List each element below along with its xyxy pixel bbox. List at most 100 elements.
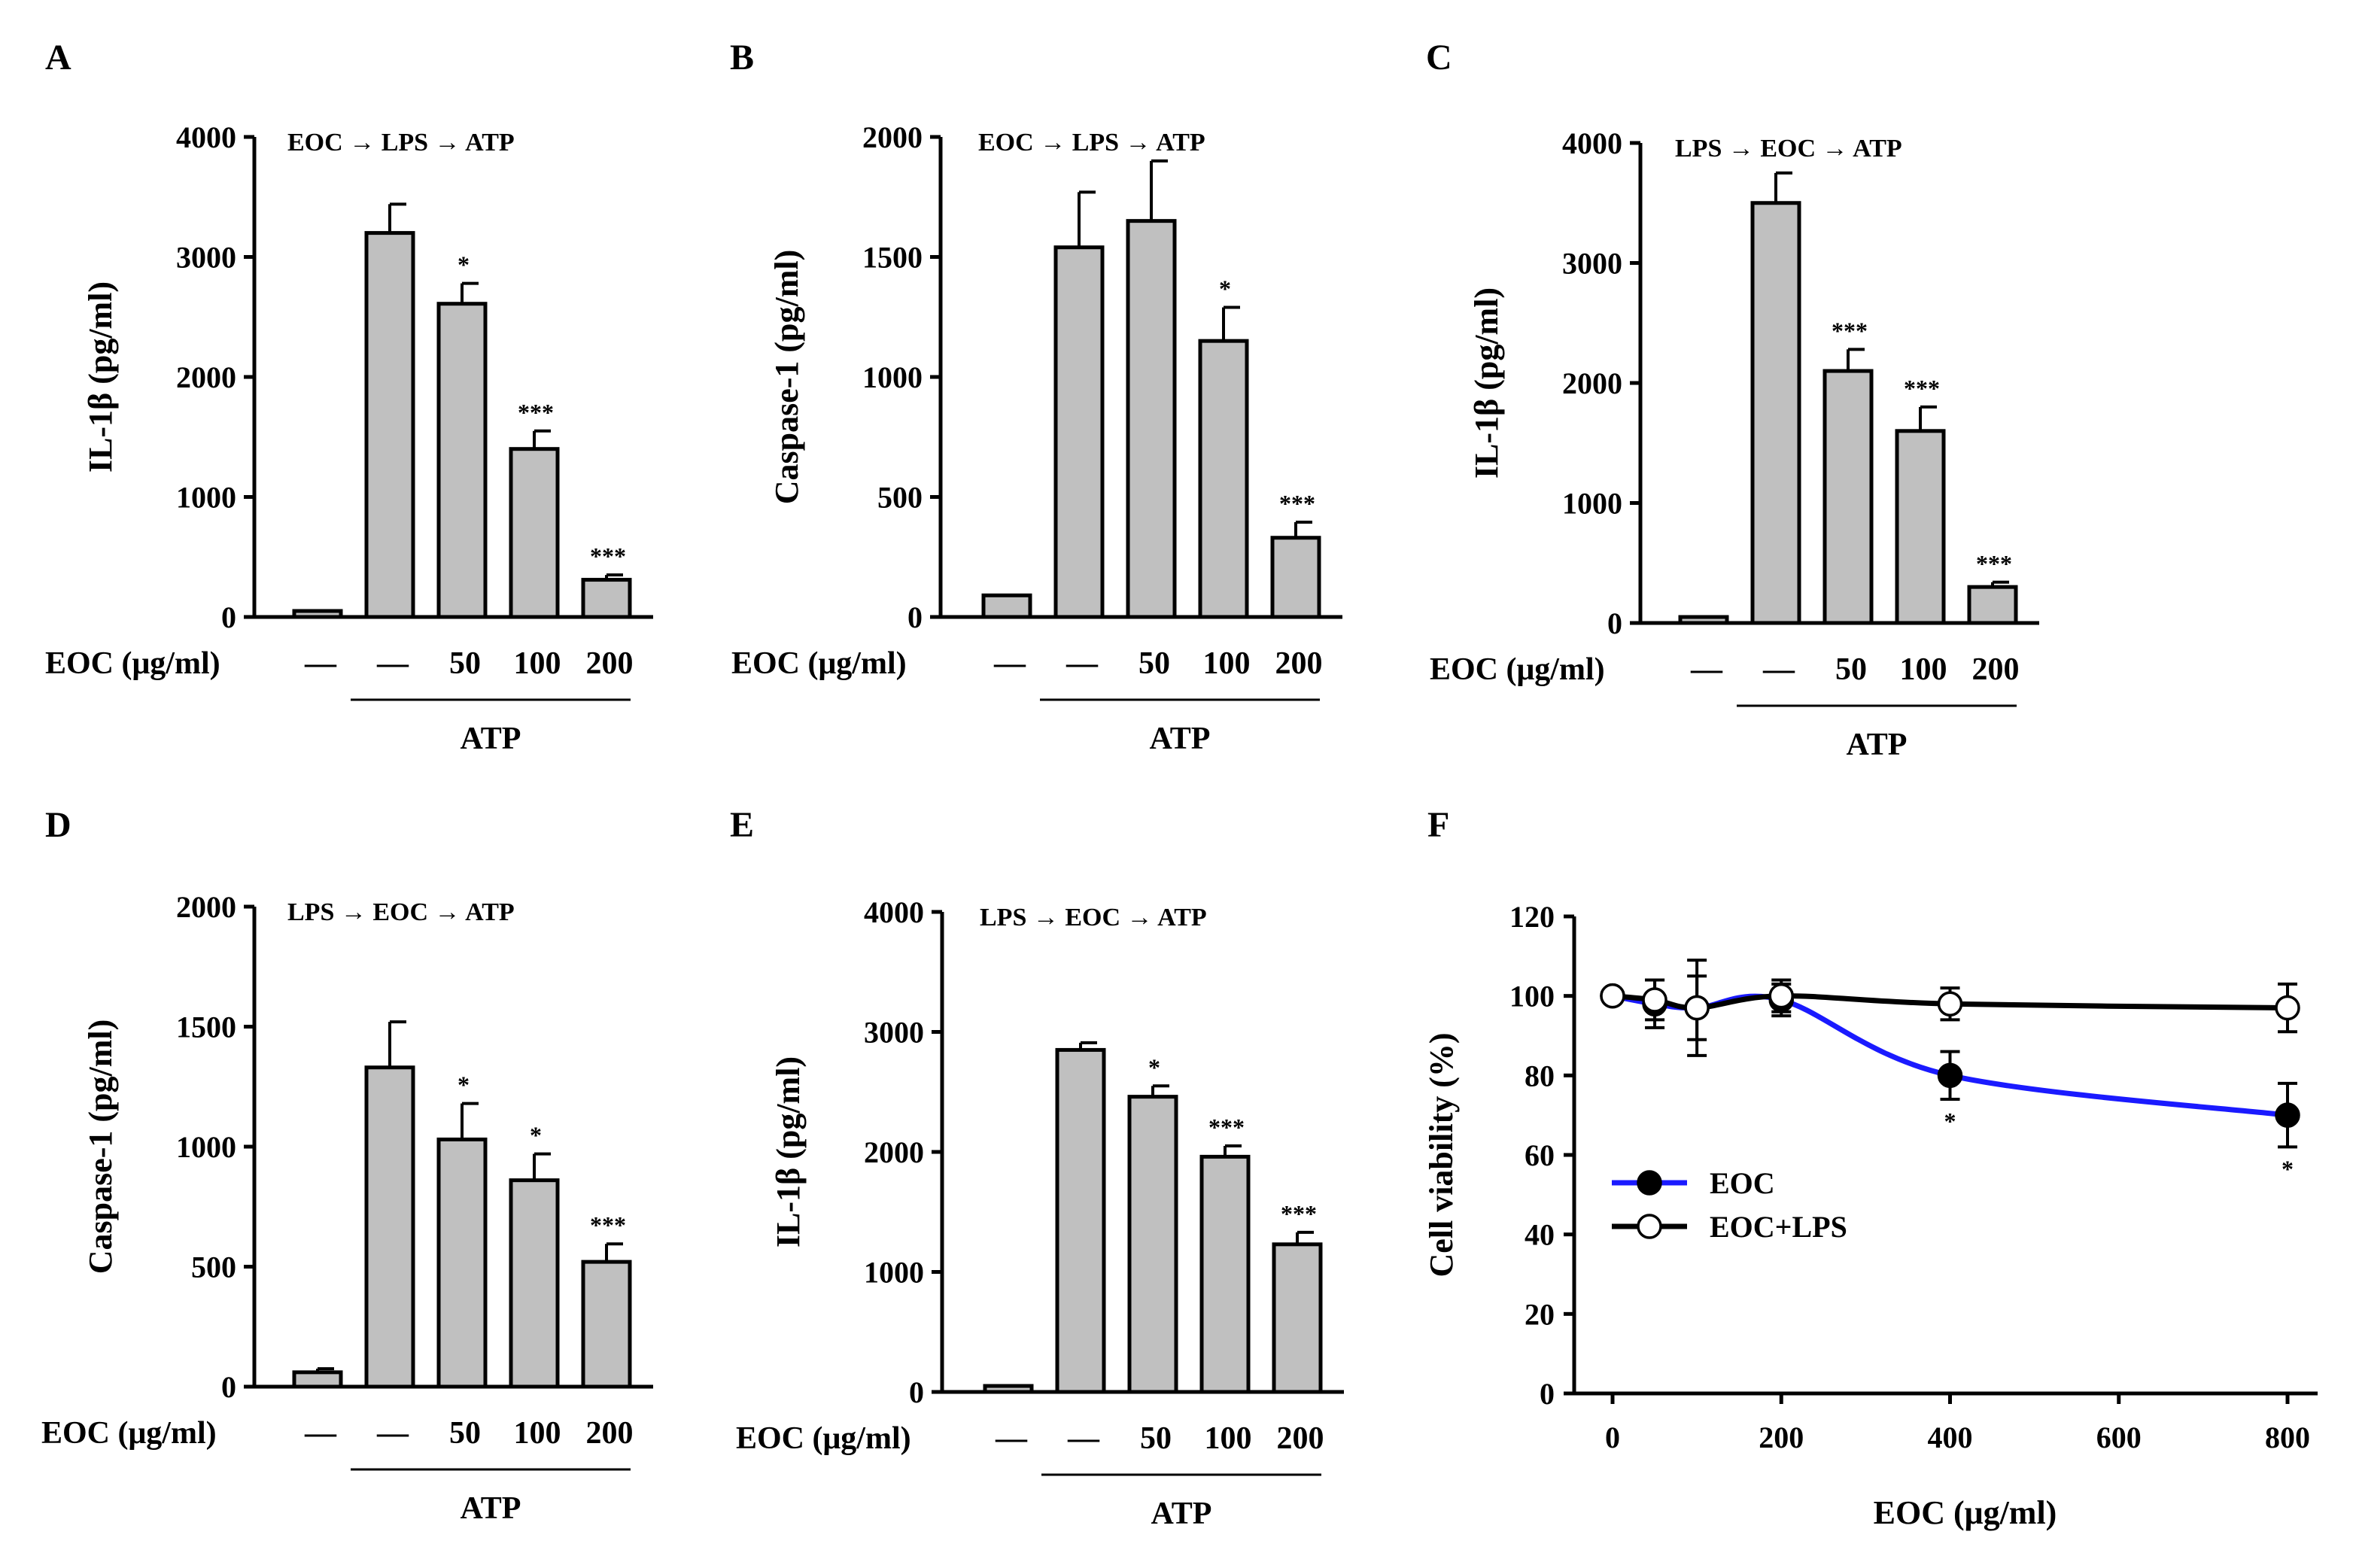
category-label: 50 [1138, 646, 1170, 681]
y-tick-label: 1000 [862, 360, 923, 394]
bar [1053, 245, 1105, 619]
x-tick-label: 200 [1759, 1421, 1804, 1454]
panel-d: D 0 500 1000 1500 2000 Caspase-1 (pg/ml) LPS → … [41, 805, 653, 1526]
bar [1750, 201, 1801, 625]
y-axis-label: IL-1β (pg/ml) [1468, 287, 1505, 479]
bar [364, 1065, 415, 1389]
treatment-label: EOC (μg/ml) [45, 646, 220, 681]
significance-mark: *** [1208, 1114, 1245, 1141]
panel-f: F 0 20 40 60 80 100 120 0 200 400 600 800 EOC (μg/ml)… [1423, 805, 2318, 1531]
category-label: 50 [1140, 1421, 1172, 1456]
bar [436, 1137, 488, 1389]
y-tick-label: 0 [909, 1375, 924, 1409]
panel-c: C 0 1000 2000 3000 4000 IL-1β (pg/ml) LPS → EOC… [1426, 38, 2039, 762]
y-tick-label: 0 [1540, 1377, 1555, 1411]
treatment-label: EOC (μg/ml) [736, 1421, 911, 1456]
bar [1895, 429, 1946, 625]
bar [581, 1260, 632, 1389]
treatment-sequence: EOC → LPS → ATP [287, 129, 515, 156]
bar [1198, 339, 1249, 619]
y-tick-label: 3000 [864, 1016, 924, 1050]
group-label: ATP [461, 1491, 521, 1526]
y-tick-label: 100 [1509, 980, 1555, 1013]
bar [581, 578, 632, 619]
significance-mark: *** [1976, 550, 2012, 577]
category-label: 50 [449, 1416, 481, 1451]
data-point [1600, 983, 1625, 1009]
treatment-sequence: LPS → EOC → ATP [1675, 135, 1902, 163]
y-tick-label: 1000 [176, 1130, 236, 1164]
y-axis-label: IL-1β (pg/ml) [770, 1056, 807, 1247]
y-axis-label: IL-1β (pg/ml) [82, 281, 119, 473]
significance-mark: *** [590, 542, 626, 570]
panel-b: B 0 500 1000 1500 2000 Caspase-1 (pg/ml) EOC → … [730, 38, 1342, 756]
y-tick-label: 3000 [176, 241, 236, 275]
bar [1055, 1047, 1106, 1394]
bar [292, 1370, 343, 1389]
bar [981, 593, 1032, 619]
y-tick-label: 4000 [864, 895, 924, 929]
category-label: 100 [1203, 646, 1251, 681]
y-tick-label: 2000 [1562, 366, 1622, 400]
x-tick-label: 400 [1928, 1421, 1973, 1454]
group-label: ATP [1151, 1497, 1212, 1531]
treatment-sequence: LPS → EOC → ATP [980, 904, 1207, 931]
treatment-sequence: LPS → EOC → ATP [287, 898, 515, 926]
data-point [1684, 995, 1710, 1021]
y-tick-label: 1000 [864, 1256, 924, 1290]
y-tick-label: 2000 [862, 120, 923, 154]
y-tick-label: 500 [877, 481, 923, 515]
bar [436, 302, 488, 619]
category-label: 200 [586, 646, 634, 681]
category-label: — [304, 1416, 337, 1451]
legend-marker [1637, 1170, 1662, 1196]
category-label: 200 [1275, 646, 1323, 681]
data-point [2275, 1102, 2300, 1128]
bar [1127, 1095, 1178, 1394]
y-tick-label: 120 [1509, 900, 1555, 934]
panel-label: B [730, 38, 754, 77]
legend-marker [1637, 1214, 1662, 1239]
y-tick-label: 40 [1525, 1218, 1555, 1252]
panel-label: F [1427, 805, 1449, 845]
significance-mark: * [1148, 1053, 1160, 1080]
significance-mark: * [2282, 1155, 2294, 1182]
data-point [1642, 987, 1667, 1013]
significance-mark: * [458, 251, 470, 278]
category-label: — [1067, 1421, 1100, 1456]
bar [1270, 536, 1321, 619]
category-label: 100 [1900, 652, 1947, 687]
y-tick-label: 1500 [862, 241, 923, 275]
category-label: 100 [1205, 1421, 1252, 1456]
panel-a: A 0 1000 2000 3000 4000 IL-1β (pg/ml) EOC → LPS… [45, 38, 653, 756]
bar [1967, 585, 2018, 625]
category-label: 50 [449, 646, 481, 681]
significance-mark: *** [1832, 317, 1868, 344]
significance-mark: *** [1281, 1200, 1317, 1227]
panel-label: A [45, 38, 71, 77]
significance-mark: *** [1279, 490, 1315, 517]
group-label: ATP [1150, 722, 1211, 756]
treatment-label: EOC (μg/ml) [41, 1416, 217, 1451]
y-tick-label: 0 [907, 600, 923, 634]
data-point [1937, 991, 1963, 1016]
bar [1126, 219, 1177, 619]
category-label: — [376, 646, 409, 681]
x-tick-label: 600 [2096, 1421, 2142, 1454]
y-tick-label: 1000 [1562, 487, 1622, 521]
bar [1199, 1154, 1251, 1394]
data-point [2275, 995, 2300, 1021]
category-label: — [995, 1421, 1028, 1456]
significance-mark: * [1944, 1108, 1956, 1135]
panel-label: D [45, 805, 71, 845]
significance-mark: *** [1904, 375, 1940, 402]
group-label: ATP [1847, 728, 1908, 762]
bar [1678, 615, 1729, 625]
y-tick-label: 0 [221, 600, 236, 634]
treatment-sequence: EOC → LPS → ATP [978, 129, 1205, 156]
bar [364, 231, 415, 619]
category-label: — [304, 646, 337, 681]
legend-label: EOC [1710, 1166, 1775, 1200]
y-tick-label: 2000 [864, 1135, 924, 1169]
